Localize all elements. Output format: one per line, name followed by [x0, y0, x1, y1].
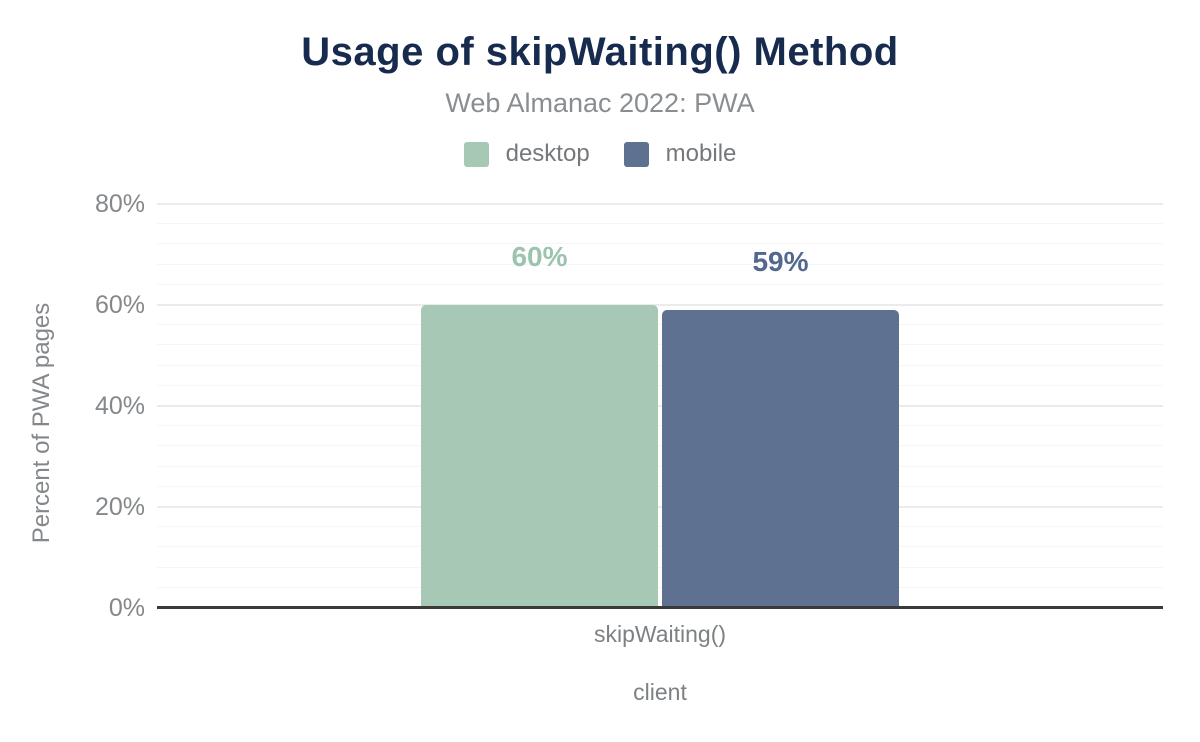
y-tick-label-60%: 60% [94, 291, 145, 319]
legend-label: mobile [665, 140, 737, 167]
bar-value-label-desktop: 60% [511, 241, 568, 272]
x-axis-title: client [633, 679, 687, 705]
legend: desktop mobile [0, 140, 1200, 168]
legend-item-mobile[interactable]: mobile [623, 140, 737, 168]
minor-gridline [157, 263, 1163, 265]
chart-title: Usage of skipWaiting() Method [301, 30, 899, 74]
minor-gridline [157, 445, 1163, 447]
minor-gridline [157, 465, 1163, 467]
major-gridline [157, 405, 1163, 407]
minor-gridline [157, 324, 1163, 326]
y-tick-label-20%: 20% [94, 493, 145, 521]
minor-gridline [157, 344, 1163, 346]
y-tick-label-80%: 80% [94, 190, 145, 218]
minor-gridline [157, 364, 1163, 366]
legend-label: desktop [505, 140, 590, 167]
minor-gridline [157, 283, 1163, 285]
y-tick-label-40%: 40% [94, 392, 145, 420]
minor-gridline [157, 586, 1163, 588]
y-axis-title: Percent of PWA pages [28, 302, 55, 544]
minor-gridline [157, 223, 1163, 225]
minor-gridline [157, 243, 1163, 245]
chart-subtitle: Web Almanac 2022: PWA [445, 88, 755, 118]
bar-value-label-mobile: 59% [752, 246, 809, 278]
minor-gridline [157, 384, 1163, 386]
minor-gridline [157, 566, 1163, 568]
x-axis-baseline [157, 606, 1163, 609]
minor-gridline [157, 546, 1163, 548]
legend-swatch-mobile [623, 141, 649, 167]
legend-swatch-desktop [463, 141, 489, 167]
major-gridline [157, 304, 1163, 306]
plot-area: 60% 59% [157, 203, 1163, 608]
minor-gridline [157, 485, 1163, 487]
minor-gridline [157, 526, 1163, 528]
major-gridline [157, 506, 1163, 508]
major-gridline [157, 203, 1163, 205]
bar-desktop[interactable] [421, 305, 658, 608]
y-tick-label-0%: 0% [108, 594, 145, 622]
bar-mobile[interactable] [662, 310, 899, 608]
minor-gridline [157, 425, 1163, 427]
x-tick-label: skipWaiting() [593, 621, 727, 647]
legend-item-desktop[interactable]: desktop [463, 140, 590, 168]
